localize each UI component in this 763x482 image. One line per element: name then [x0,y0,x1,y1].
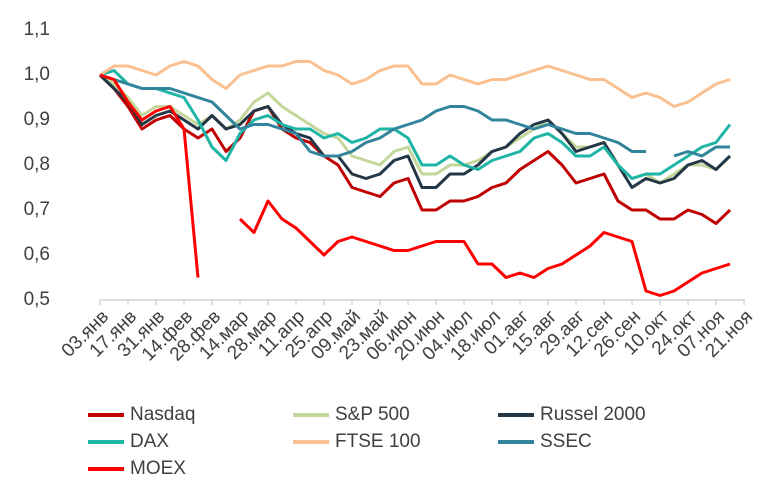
series-line [98,73,732,189]
y-tick-label: 1,1 [24,19,50,40]
legend-label: DAX [130,431,169,452]
series-line [99,73,730,158]
legend-label: Nasdaq [130,404,196,425]
series-line [99,69,732,180]
y-tick-label: 0,8 [24,154,50,175]
legend-label: MOEX [130,458,186,479]
legend-label: Russel 2000 [540,404,646,425]
y-tick-label: 1,0 [24,64,50,85]
series-line [99,60,731,108]
y-tick-label: 0,5 [24,289,50,310]
y-tick-label: 0,6 [24,244,50,265]
legend-label: S&P 500 [335,404,410,425]
series-line [99,73,732,185]
y-tick-label: 0,7 [24,199,50,220]
legend-label: FTSE 100 [335,431,421,452]
y-tick-label: 0,9 [24,109,50,130]
series-line [99,73,731,297]
legend-label: SSEC [540,431,592,452]
